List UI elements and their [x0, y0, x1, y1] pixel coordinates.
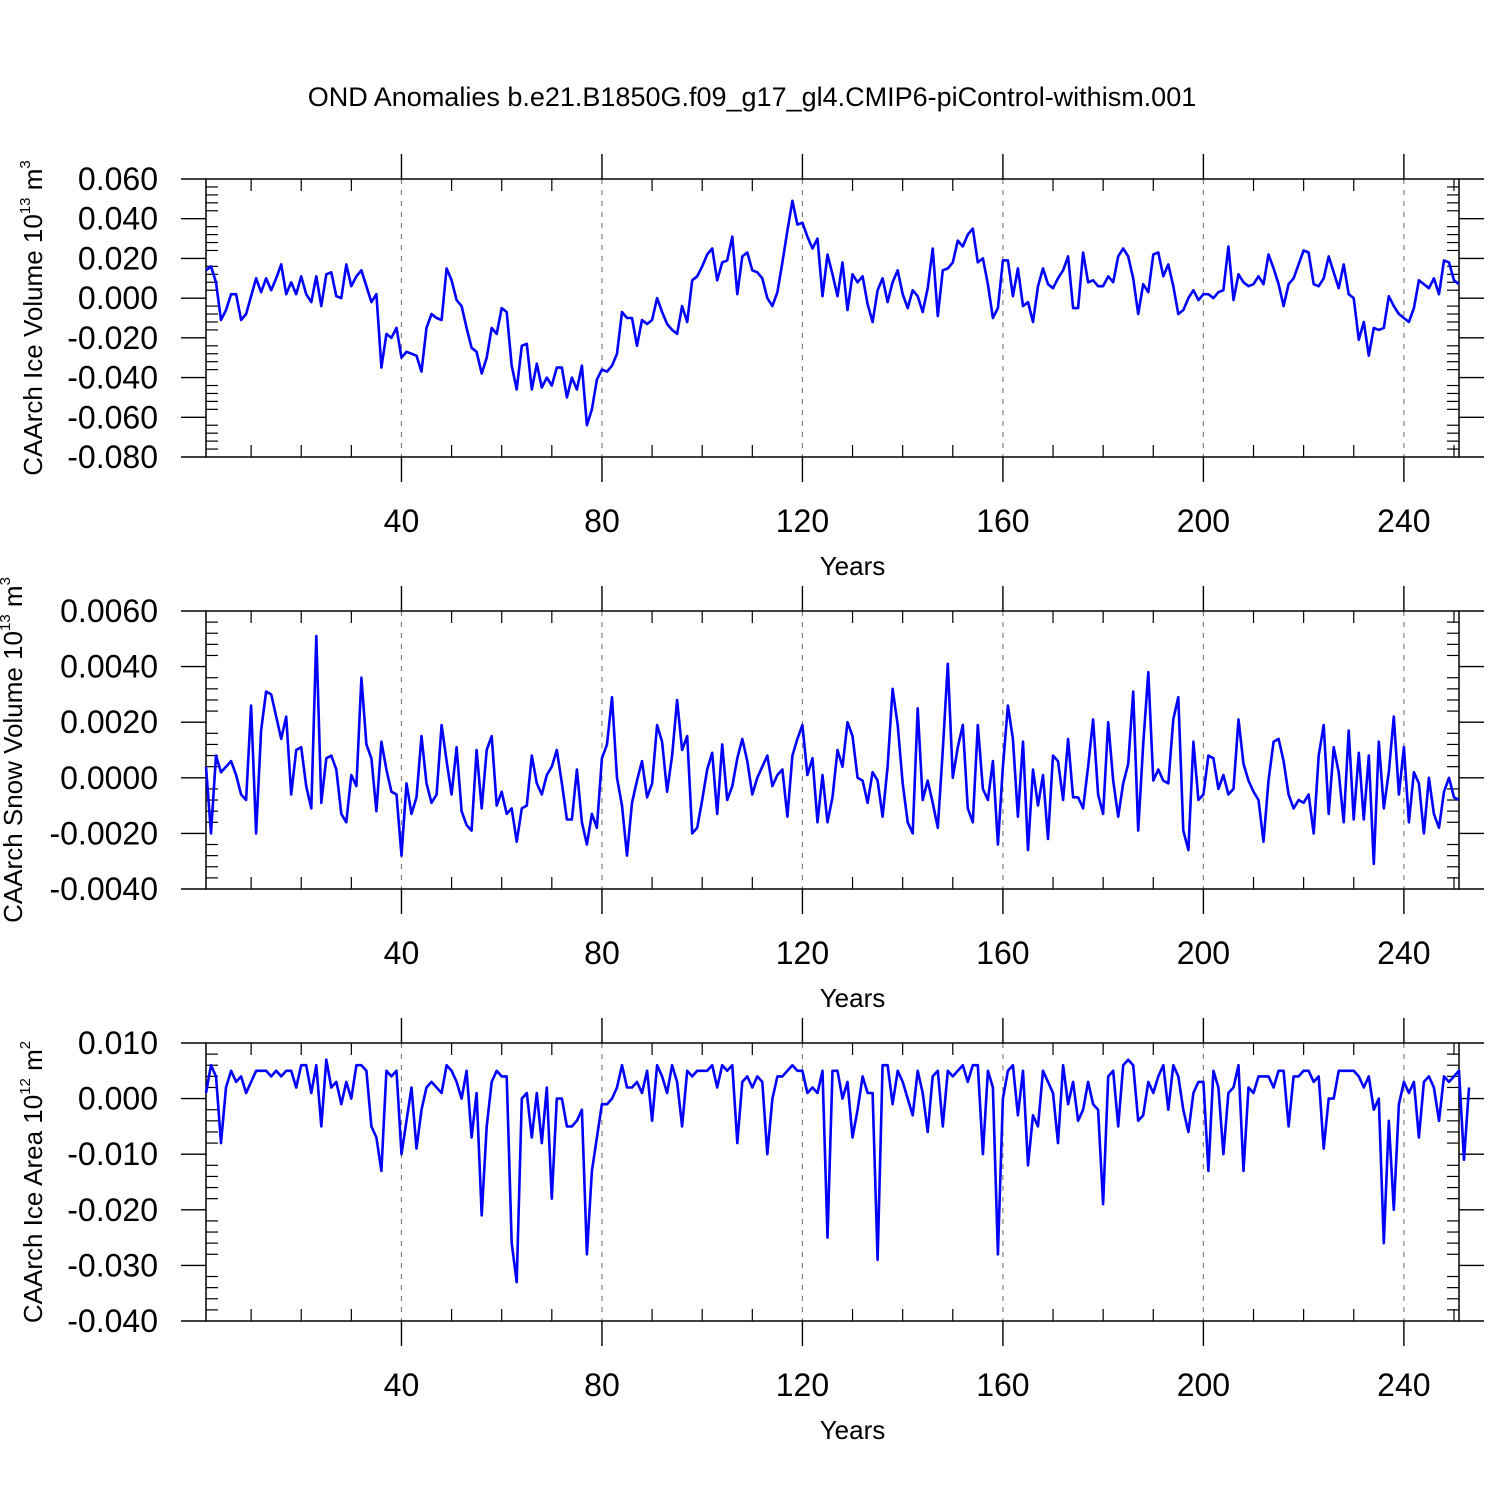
- x-tick-label-3: 120: [776, 1367, 829, 1403]
- y-tick-label-3: 0.020: [78, 240, 158, 276]
- plot-frame: [205, 1042, 1460, 1322]
- y-tick-label-6: -0.040: [67, 1303, 158, 1339]
- x-tick-label-2: 80: [584, 1367, 620, 1403]
- y-axis-label-text: CAArch Ice Area 10: [18, 1095, 48, 1323]
- series-line-1: [204, 1058, 1471, 1284]
- y-tick-label-1: 0.0060: [60, 593, 158, 629]
- y-tick-label-8: -0.080: [67, 439, 158, 475]
- y-axis-label: CAArch Snow Volume 1013 m3: [0, 577, 28, 923]
- y-tick-label-5: -0.0020: [49, 815, 158, 851]
- x-tick-label-4: 160: [976, 1367, 1029, 1403]
- panels: 40 80 120 160 200 2400.0600.0400.0200.000-0.0…: [0, 154, 1484, 1445]
- y-tick-label-3: -0.010: [67, 1136, 158, 1172]
- panel-3: 40 80 120 160 200 240 0.010 0.000 -0.010 -0.020 -0…: [17, 1018, 1484, 1445]
- y-axis-label-unit-exponent: 3: [0, 577, 14, 585]
- series-line-1: [205, 199, 1460, 427]
- y-tick-label-5: -0.020: [67, 320, 158, 356]
- y-axis-label-unit: m: [18, 169, 48, 198]
- y-tick-label-2: 0.000: [78, 1081, 158, 1117]
- y-axis-label-exponent: 12: [17, 1078, 34, 1095]
- x-tick-label-3: 120: [776, 935, 829, 971]
- x-tick-label-1: 40: [384, 503, 420, 539]
- y-axis-label-text: CAArch Snow Volume 10: [0, 631, 28, 923]
- y-axis-label: CAArch Ice Volume 1013 m3: [17, 160, 48, 476]
- y-tick-label-5: -0.030: [67, 1247, 158, 1283]
- x-axis-label: Years: [820, 551, 886, 581]
- panel-2: 40 80 120 160 200 240 0.0060 0.0040 0.0020 0.0000…: [0, 577, 1484, 1013]
- y-tick-label-2: 0.040: [78, 201, 158, 237]
- y-axis-label: CAArch Ice Area 1012 m2: [17, 1041, 48, 1323]
- series-line-1: [204, 634, 1460, 866]
- x-tick-label-1: 40: [384, 1367, 420, 1403]
- y-axis-label-unit: m: [18, 1049, 48, 1078]
- y-tick-label-6: -0.0040: [49, 871, 158, 907]
- x-tick-label-2: 80: [584, 503, 620, 539]
- y-axis-label-unit-exponent: 3: [17, 160, 34, 168]
- chart-title: OND Anomalies b.e21.B1850G.f09_g17_gl4.C…: [308, 82, 1196, 112]
- x-tick-label-5: 200: [1177, 935, 1230, 971]
- y-tick-label-4: 0.000: [78, 280, 158, 316]
- plot-frame: [205, 610, 1460, 890]
- x-axis-label: Years: [820, 983, 886, 1013]
- y-tick-label-4: -0.020: [67, 1192, 158, 1228]
- y-tick-label-3: 0.0020: [60, 704, 158, 740]
- x-tick-label-6: 240: [1377, 1367, 1430, 1403]
- y-axis-label-exponent: 13: [17, 197, 34, 214]
- x-axis-label: Years: [820, 1415, 886, 1445]
- y-tick-label-2: 0.0040: [60, 649, 158, 685]
- x-tick-label-3: 120: [776, 503, 829, 539]
- y-tick-label-7: -0.060: [67, 399, 158, 435]
- y-tick-label-1: 0.010: [78, 1025, 158, 1061]
- y-axis-label-unit-exponent: 2: [17, 1041, 34, 1049]
- y-axis-label-exponent: 13: [0, 614, 14, 631]
- x-tick-label-6: 240: [1377, 503, 1430, 539]
- x-tick-label-4: 160: [976, 503, 1029, 539]
- y-tick-label-4: 0.0000: [60, 760, 158, 796]
- x-tick-label-5: 200: [1177, 1367, 1230, 1403]
- y-tick-label-1: 0.060: [78, 161, 158, 197]
- x-tick-label-4: 160: [976, 935, 1029, 971]
- y-axis-label-unit: m: [0, 585, 28, 614]
- y-tick-label-6: -0.040: [67, 360, 158, 396]
- x-tick-label-6: 240: [1377, 935, 1430, 971]
- x-tick-label-1: 40: [384, 935, 420, 971]
- plot-frame: [205, 178, 1460, 458]
- y-axis-label-text: CAArch Ice Volume 10: [18, 214, 48, 476]
- x-tick-label-5: 200: [1177, 503, 1230, 539]
- x-tick-label-2: 80: [584, 935, 620, 971]
